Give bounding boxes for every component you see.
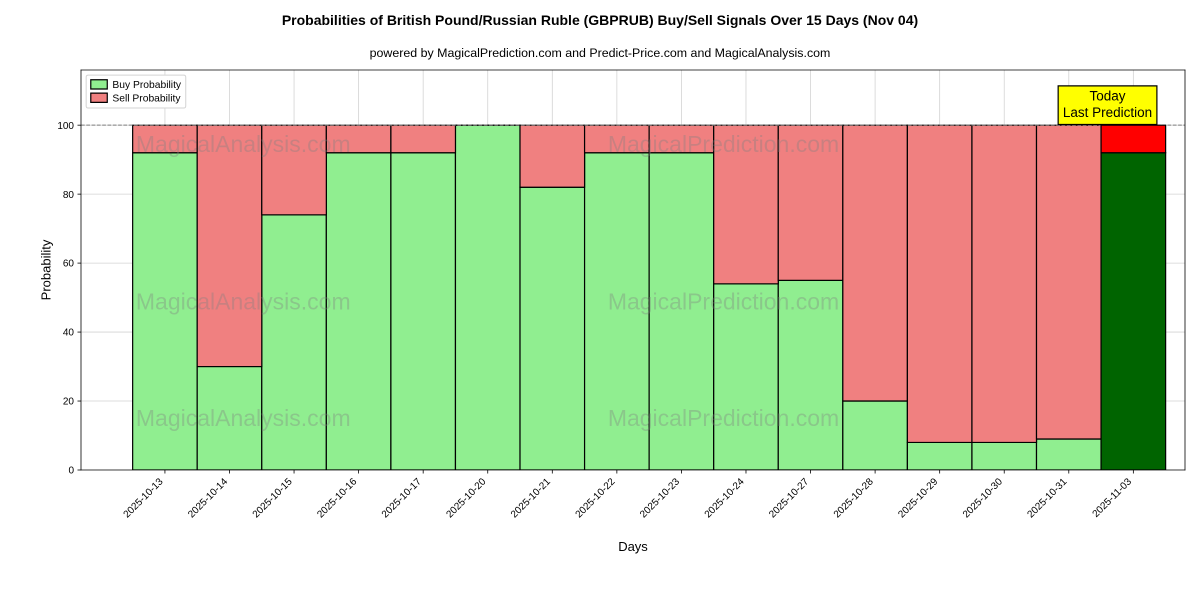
svg-text:Probabilities of British Pound: Probabilities of British Pound/Russian R… bbox=[282, 12, 918, 28]
svg-text:0: 0 bbox=[68, 466, 74, 477]
svg-text:Sell Probability: Sell Probability bbox=[112, 93, 181, 104]
svg-text:20: 20 bbox=[63, 397, 75, 408]
svg-text:60: 60 bbox=[63, 259, 75, 270]
svg-text:MagicalAnalysis.com: MagicalAnalysis.com bbox=[136, 405, 351, 431]
svg-text:MagicalPrediction.com: MagicalPrediction.com bbox=[608, 405, 839, 431]
svg-text:Buy Probability: Buy Probability bbox=[112, 80, 182, 91]
svg-text:Today: Today bbox=[1090, 88, 1126, 103]
svg-text:Last Prediction: Last Prediction bbox=[1063, 105, 1152, 120]
svg-text:MagicalPrediction.com: MagicalPrediction.com bbox=[608, 131, 839, 157]
svg-text:powered by MagicalPrediction.c: powered by MagicalPrediction.com and Pre… bbox=[370, 46, 831, 60]
svg-text:MagicalPrediction.com: MagicalPrediction.com bbox=[608, 288, 839, 314]
svg-text:Probability: Probability bbox=[39, 239, 54, 300]
svg-text:Days: Days bbox=[618, 539, 648, 554]
svg-text:40: 40 bbox=[63, 328, 75, 339]
svg-text:80: 80 bbox=[63, 190, 75, 201]
svg-text:MagicalAnalysis.com: MagicalAnalysis.com bbox=[136, 131, 351, 157]
svg-text:100: 100 bbox=[57, 121, 74, 132]
svg-text:MagicalAnalysis.com: MagicalAnalysis.com bbox=[136, 288, 351, 314]
